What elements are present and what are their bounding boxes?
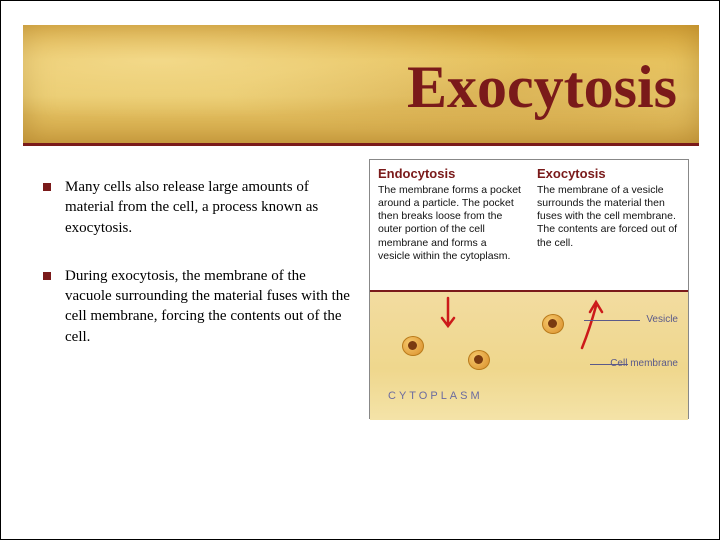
- vesicle-icon: [402, 336, 424, 356]
- diagram-col-exocytosis: Exocytosis The membrane of a vesicle sur…: [529, 160, 688, 290]
- cytoplasm-label: CYTOPLASM: [388, 390, 483, 402]
- vesicle-label: Vesicle: [646, 314, 678, 325]
- arrow-down-icon: [436, 296, 460, 336]
- diagram-figure: Endocytosis The membrane forms a pocket …: [369, 159, 689, 419]
- col-body: The membrane forms a pocket around a par…: [378, 184, 521, 263]
- col-body: The membrane of a vesicle surrounds the …: [537, 184, 680, 250]
- bullet-list: Many cells also release large amounts of…: [43, 177, 351, 375]
- col-heading: Endocytosis: [378, 166, 521, 181]
- bullet-text: Many cells also release large amounts of…: [65, 177, 351, 238]
- col-heading: Exocytosis: [537, 166, 680, 181]
- page-title: Exocytosis: [407, 53, 677, 122]
- cell-membrane-label: Cell membrane: [610, 358, 678, 369]
- callout-line: [584, 320, 640, 321]
- arrow-up-icon: [576, 298, 606, 356]
- diagram-columns: Endocytosis The membrane forms a pocket …: [370, 160, 688, 290]
- diagram-col-endocytosis: Endocytosis The membrane forms a pocket …: [370, 160, 529, 290]
- bullet-icon: [43, 272, 51, 280]
- slide: Exocytosis Many cells also release large…: [0, 0, 720, 540]
- bullet-text: During exocytosis, the membrane of the v…: [65, 266, 351, 347]
- header-rule: [23, 143, 699, 146]
- vesicle-icon: [542, 314, 564, 334]
- bullet-icon: [43, 183, 51, 191]
- diagram-illustration: Vesicle Cell membrane CYTOPLASM: [370, 290, 688, 420]
- label-text: Cell membrane: [610, 358, 678, 369]
- list-item: Many cells also release large amounts of…: [43, 177, 351, 238]
- list-item: During exocytosis, the membrane of the v…: [43, 266, 351, 347]
- vesicle-icon: [468, 350, 490, 370]
